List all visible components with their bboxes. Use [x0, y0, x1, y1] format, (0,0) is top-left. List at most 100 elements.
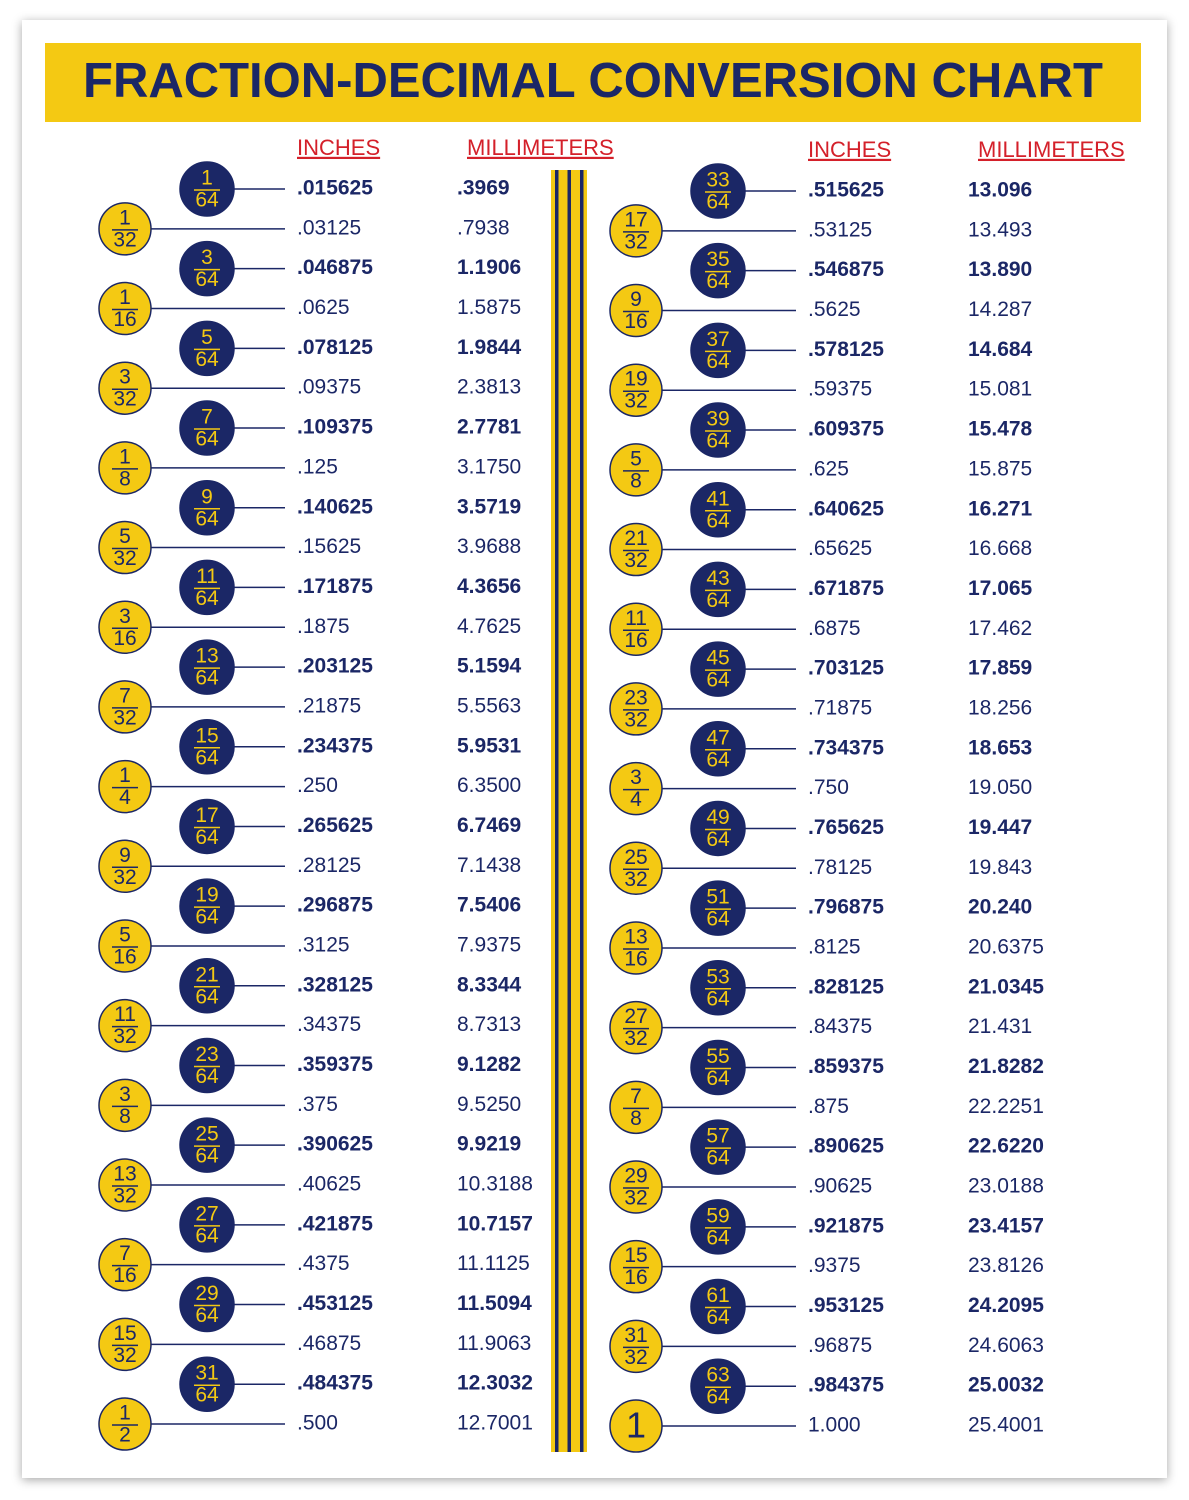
millimeters-header: MILLIMETERS: [467, 135, 614, 160]
millimeters-value: 18.653: [968, 736, 1032, 759]
numerator: 3: [119, 366, 131, 389]
denominator: 64: [195, 348, 219, 371]
denominator: 64: [195, 826, 219, 849]
millimeters-header: MILLIMETERS: [978, 137, 1125, 162]
numerator: 41: [706, 487, 729, 510]
millimeters-value: 23.0188: [968, 1175, 1044, 1198]
numerator: 27: [624, 1005, 647, 1028]
denominator: 32: [113, 547, 136, 570]
millimeters-value: 11.5094: [457, 1292, 532, 1315]
fraction-circle-yellow: [98, 919, 152, 973]
numerator: 19: [195, 884, 218, 907]
numerator: 3: [630, 766, 642, 789]
inches-value: .109375: [297, 416, 373, 439]
fraction-circle-dark: [179, 161, 235, 217]
fraction-circle-dark: [179, 1037, 235, 1094]
denominator: 32: [624, 549, 647, 572]
row: 964 .140625 3.5719: [179, 479, 521, 536]
denominator: 2: [119, 1424, 131, 1447]
numerator: 53: [706, 965, 729, 988]
inches-value: .546875: [808, 258, 884, 281]
numerator: 5: [630, 447, 642, 470]
numerator: 1: [119, 764, 131, 787]
numerator: 9: [201, 485, 213, 508]
denominator: 16: [113, 627, 136, 650]
numerator: 25: [624, 846, 647, 869]
fraction-circle-yellow: [98, 1317, 152, 1372]
millimeters-value: 14.287: [968, 298, 1032, 321]
denominator: 32: [624, 1346, 647, 1369]
inches-value: .828125: [808, 975, 884, 998]
fraction-circle-yellow: [98, 1397, 152, 1451]
inches-value: .53125: [808, 218, 872, 241]
fraction-circle-dark: [179, 639, 235, 695]
numerator: 5: [119, 525, 131, 548]
millimeters-value: 24.2095: [968, 1294, 1044, 1317]
inches-value: .625: [808, 457, 849, 480]
fraction-circle-dark: [179, 559, 235, 616]
numerator: 29: [195, 1282, 218, 1305]
inches-value: .96875: [808, 1334, 872, 1357]
fraction-circle-yellow: [98, 1237, 152, 1292]
denominator: 32: [113, 228, 136, 251]
fraction-circle-dark: [690, 641, 746, 697]
title: FRACTION-DECIMAL CONVERSION CHART: [83, 54, 1103, 108]
millimeters-value: 21.431: [968, 1015, 1032, 1038]
denominator: 8: [119, 1105, 131, 1128]
inches-value: .375: [297, 1093, 338, 1116]
inches-value: .640625: [808, 497, 884, 520]
numerator: 47: [706, 726, 729, 749]
inches-value: .390625: [297, 1133, 373, 1156]
fraction-circle-yellow: [98, 1078, 152, 1133]
fraction-circle-dark: [179, 240, 235, 297]
denominator: 32: [624, 1187, 647, 1210]
row: 132 .03125 .7938: [98, 202, 510, 256]
millimeters-value: 3.9688: [457, 535, 521, 558]
row: 332 .09375 2.3813: [98, 361, 521, 415]
fraction-circle-dark: [690, 721, 746, 777]
fraction-circle-dark: [179, 320, 235, 377]
denominator: 64: [195, 1224, 219, 1247]
inches-value: .875: [808, 1095, 849, 1118]
denominator: 32: [624, 708, 647, 731]
inches-value: .734375: [808, 736, 884, 759]
fraction-circle-yellow: [609, 1399, 663, 1453]
millimeters-value: 15.478: [968, 418, 1033, 441]
numerator: 57: [706, 1125, 729, 1148]
fraction-circle-dark: [690, 481, 746, 538]
denominator: 16: [624, 1266, 647, 1289]
numerator: 5: [119, 924, 131, 947]
numerator: 1: [119, 1402, 131, 1425]
numerator: 15: [113, 1322, 136, 1345]
fraction-circle-dark: [179, 958, 235, 1014]
row: 732 .21875 5.5563: [98, 680, 521, 734]
fraction-circle-yellow: [609, 522, 663, 577]
inches-value: .46875: [297, 1332, 361, 1355]
inches-value: 1.000: [808, 1414, 861, 1437]
row: 516 .3125 7.9375: [98, 919, 521, 973]
inches-value: .71875: [808, 696, 872, 719]
millimeters-value: 20.240: [968, 896, 1032, 919]
inches-value: .34375: [297, 1013, 361, 1036]
fraction-circle-dark: [690, 1358, 746, 1414]
numerator: 23: [624, 686, 647, 709]
millimeters-value: 11.1125: [457, 1252, 530, 1275]
inches-value: .84375: [808, 1015, 872, 1038]
millimeters-value: 6.3500: [457, 774, 521, 797]
row: 564 .078125 1.9844: [179, 320, 522, 377]
millimeters-value: 1.9844: [457, 336, 522, 359]
numerator: 51: [706, 886, 729, 909]
millimeters-value: 14.684: [968, 338, 1033, 361]
inches-value: .40625: [297, 1173, 361, 1196]
